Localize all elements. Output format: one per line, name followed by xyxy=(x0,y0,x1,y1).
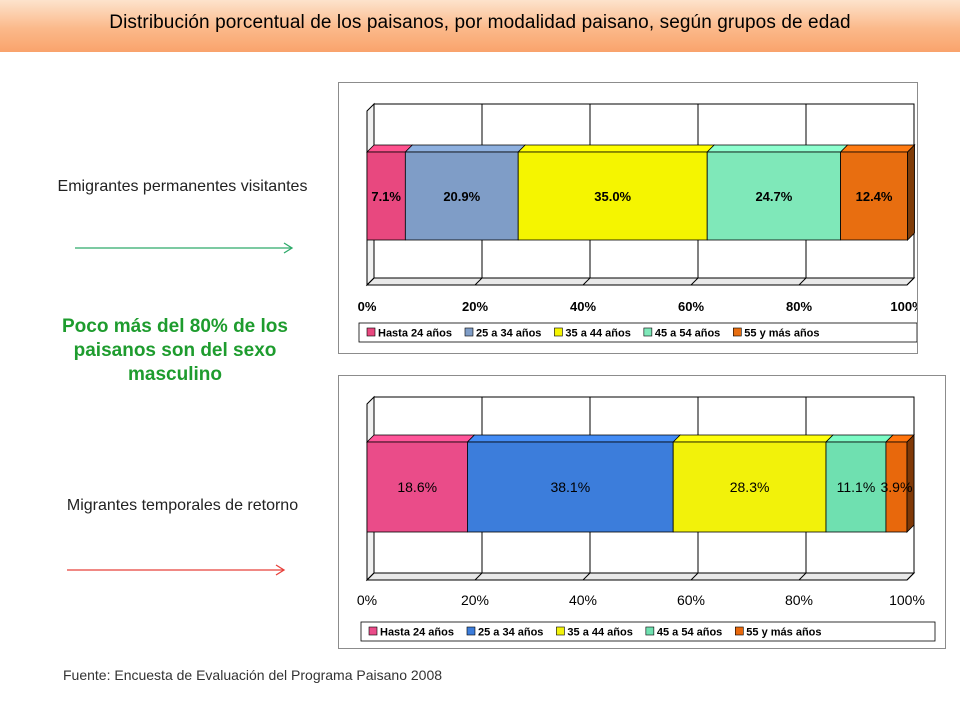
floor-tick xyxy=(798,277,807,286)
bar-top-face xyxy=(466,434,682,443)
bar-top-face xyxy=(366,434,476,443)
bar-end-face xyxy=(907,144,915,241)
chart-2-svg: 0% 20% 40% 60% 80% 100% 18.6% 38.1% 28.3% 11.1% 3.… xyxy=(357,395,936,642)
data-label: 24.7% xyxy=(755,189,792,204)
legend-swatch xyxy=(645,626,655,636)
bar-top-face xyxy=(366,144,414,153)
x-tick-label: 0% xyxy=(358,299,377,314)
legend-swatch xyxy=(732,327,742,337)
legend-label: Hasta 24 años xyxy=(378,328,452,340)
bar-segment xyxy=(404,151,519,241)
plot-floor xyxy=(365,572,916,581)
bar-end-face xyxy=(906,434,915,533)
legend-label: 55 y más años xyxy=(746,627,821,639)
data-label: 35.0% xyxy=(594,189,631,204)
red-arrow-icon xyxy=(67,564,286,576)
floor-tick xyxy=(582,277,591,286)
legend-swatch xyxy=(368,626,378,636)
floor-tick xyxy=(690,277,699,286)
x-tick-label: 40% xyxy=(570,299,596,314)
page-title: Distribución porcentual de los paisanos,… xyxy=(109,12,851,33)
legend-label: 25 a 34 años xyxy=(478,627,543,639)
title-bar xyxy=(0,0,960,52)
chart2-label: Migrantes temporales de retorno xyxy=(66,497,299,514)
legend-swatch xyxy=(464,327,474,337)
floor-tick xyxy=(906,572,915,581)
bar-top-face xyxy=(517,144,716,153)
x-tick-label: 100% xyxy=(889,592,925,608)
bar-segment xyxy=(825,441,887,533)
floor-tick xyxy=(582,572,591,581)
data-label: 20.9% xyxy=(443,189,480,204)
legend-swatch xyxy=(466,626,476,636)
floor-tick xyxy=(366,277,375,286)
floor-tick xyxy=(474,572,483,581)
legend-label: 45 a 54 años xyxy=(657,627,722,639)
x-tick-label: 20% xyxy=(461,592,489,608)
bar-top-face xyxy=(706,144,849,153)
legend-label: 35 a 44 años xyxy=(565,328,630,340)
x-tick-label: 40% xyxy=(569,592,597,608)
floor-tick xyxy=(798,572,807,581)
legend-swatch xyxy=(554,327,563,337)
bar-segment xyxy=(706,151,841,241)
legend-label: 55 y más años xyxy=(744,328,819,340)
floor-tick xyxy=(474,277,483,286)
x-tick-label: 0% xyxy=(357,592,377,608)
floor-tick xyxy=(690,572,699,581)
chart1-label: Emigrantes permanentes visitantes xyxy=(57,178,308,195)
source-note: Fuente: Encuesta de Evaluación del Progr… xyxy=(63,667,443,683)
legend-label: 25 a 34 años xyxy=(476,328,541,340)
data-label: 3.9% xyxy=(881,479,913,495)
legend-label: Hasta 24 años xyxy=(380,627,454,639)
data-label: 18.6% xyxy=(397,479,437,495)
x-tick-label: 80% xyxy=(786,299,812,314)
data-label: 12.4% xyxy=(856,189,893,204)
legend-swatch xyxy=(643,327,653,337)
x-tick-label: 20% xyxy=(462,299,488,314)
bar-top-face xyxy=(839,144,916,153)
bar-top-face xyxy=(672,434,834,443)
legend-swatch xyxy=(556,626,565,636)
plot-floor xyxy=(365,277,916,286)
legend-swatch xyxy=(734,626,744,636)
x-tick-label: 100% xyxy=(890,299,917,314)
bar-segment xyxy=(467,441,674,533)
chart-1-svg: 0% 20% 40% 60% 80% 100% 7.1% 20.9% 35.0% 24.7% 12.… xyxy=(358,102,924,343)
legend-label: 45 a 54 años xyxy=(655,328,720,340)
floor-tick xyxy=(366,572,375,581)
green-arrow-icon xyxy=(75,242,294,254)
x-tick-label: 60% xyxy=(677,592,705,608)
bar-segment xyxy=(672,441,827,533)
bar-segment xyxy=(517,151,708,241)
data-label: 38.1% xyxy=(550,479,590,495)
bar-top-face xyxy=(825,434,894,443)
bar-segment xyxy=(366,151,406,241)
legend-swatch xyxy=(366,327,376,337)
data-label: 7.1% xyxy=(371,189,401,204)
floor-tick xyxy=(906,277,915,286)
chart-1: 0% 20% 40% 60% 80% 100% 7.1% 20.9% 35.0% 24.7% 12.… xyxy=(338,82,924,354)
highlight-text: Poco más del 80% de los paisanos son del… xyxy=(62,316,288,385)
data-label: 28.3% xyxy=(730,479,770,495)
x-tick-label: 80% xyxy=(785,592,813,608)
chart-2: 0% 20% 40% 60% 80% 100% 18.6% 38.1% 28.3% 11.1% 3.… xyxy=(338,375,946,649)
bar-top-face xyxy=(404,144,527,153)
bar-segment xyxy=(366,441,468,533)
data-label: 11.1% xyxy=(837,479,876,495)
legend-label: 35 a 44 años xyxy=(567,627,632,639)
x-tick-label: 60% xyxy=(678,299,704,314)
